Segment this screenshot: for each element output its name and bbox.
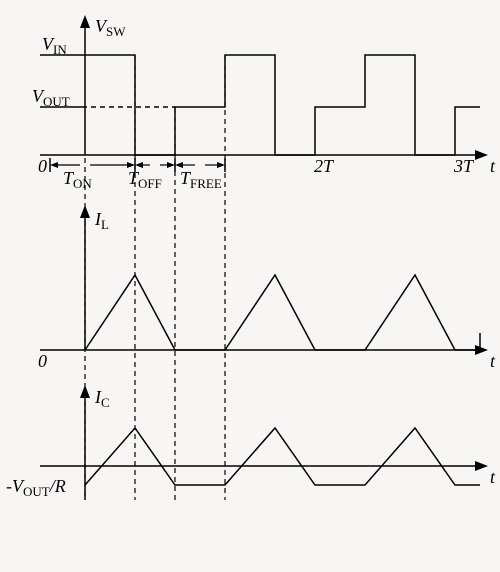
svg-text:IC: IC bbox=[94, 387, 110, 410]
xtick-2T: 2T bbox=[314, 156, 335, 176]
svg-text:TOFF: TOFF bbox=[128, 168, 162, 191]
svg-text:VIN: VIN bbox=[42, 34, 67, 57]
plot-ic: IC t -VOUT/R bbox=[6, 385, 496, 500]
svg-text:VOUT: VOUT bbox=[32, 86, 70, 109]
svg-text:IL: IL bbox=[94, 209, 109, 232]
il-waveform bbox=[85, 275, 480, 350]
il-t-label: t bbox=[490, 351, 496, 371]
ton-sub: ON bbox=[73, 176, 92, 191]
diagram-svg: VSW t VIN VOUT 0 2T 3T TON TOFF bbox=[0, 0, 500, 572]
plot-il: IL t 0 bbox=[38, 205, 496, 371]
vsw-waveform bbox=[85, 55, 480, 155]
vsw-ylabel-sw: SW bbox=[106, 24, 126, 39]
il-ylabel-l: L bbox=[101, 217, 109, 232]
toff-sub: OFF bbox=[138, 176, 162, 191]
vsw-t-label: t bbox=[490, 156, 496, 176]
svg-text:TFREE: TFREE bbox=[180, 168, 222, 191]
tfree-sub: FREE bbox=[190, 176, 222, 191]
il-zero: 0 bbox=[38, 351, 47, 371]
waveform-diagram: VSW t VIN VOUT 0 2T 3T TON TOFF bbox=[0, 0, 500, 572]
ic-t-label: t bbox=[490, 467, 496, 487]
xtick-3T: 3T bbox=[453, 156, 475, 176]
ic-ylabel-c: C bbox=[101, 395, 110, 410]
ic-neg-label: -VOUT/R bbox=[6, 476, 66, 499]
svg-text:TON: TON bbox=[63, 168, 92, 191]
plot-vsw: VSW t VIN VOUT 0 2T 3T TON TOFF bbox=[32, 15, 496, 191]
svg-text:VSW: VSW bbox=[95, 16, 126, 39]
vout-sub: OUT bbox=[43, 94, 70, 109]
vin-sub: IN bbox=[53, 42, 67, 57]
ic-waveform bbox=[85, 428, 480, 485]
vsw-zero: 0 bbox=[38, 156, 47, 176]
